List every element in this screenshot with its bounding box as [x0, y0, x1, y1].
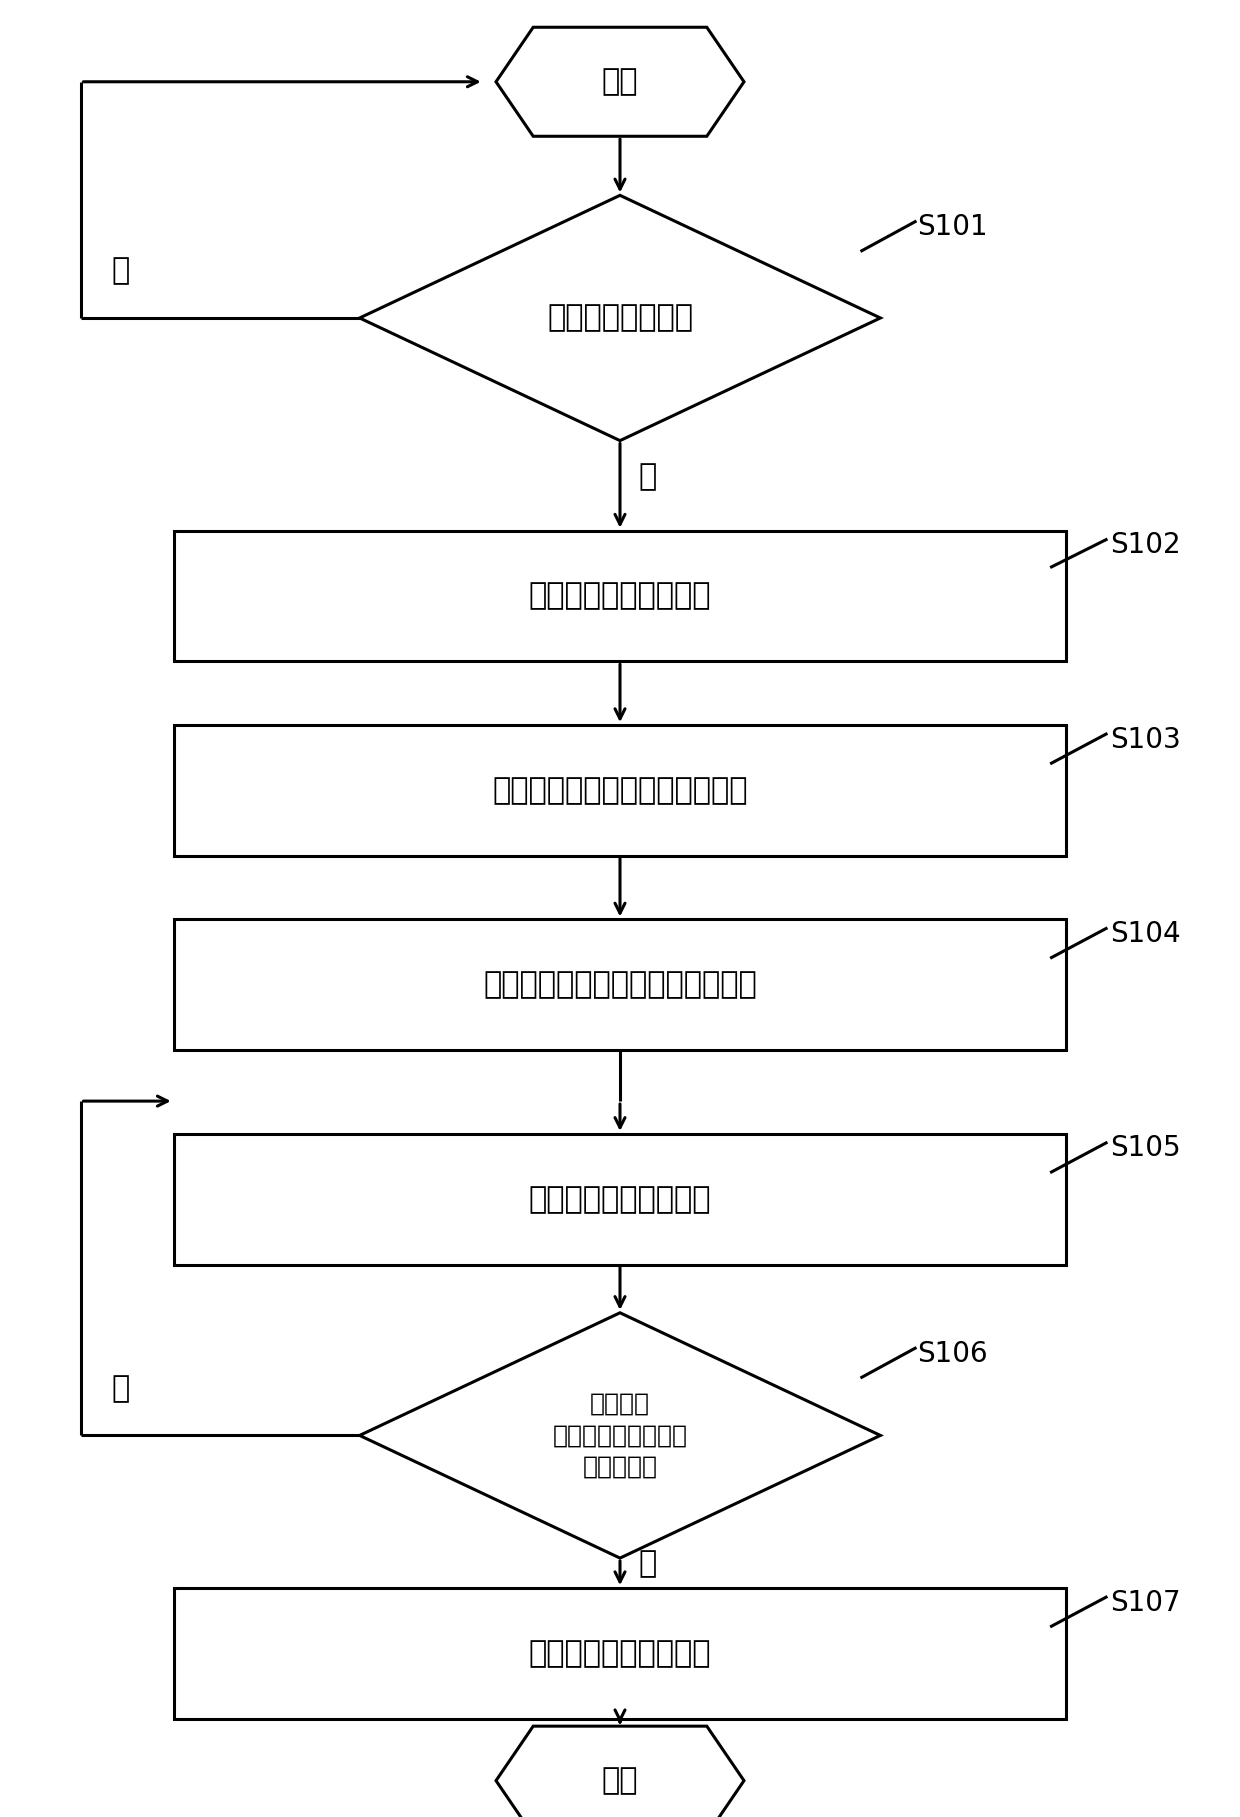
Text: 是: 是: [639, 462, 657, 491]
Text: 否: 否: [112, 256, 130, 285]
Text: S106: S106: [918, 1339, 988, 1368]
Text: 计算得到第二计算结果: 计算得到第二计算结果: [528, 1185, 712, 1214]
Text: S102: S102: [1110, 531, 1180, 560]
Text: 计算得到第一计算结果: 计算得到第一计算结果: [528, 581, 712, 611]
Polygon shape: [496, 1726, 744, 1817]
Text: 判断叶片是否结冰: 判断叶片是否结冰: [547, 303, 693, 333]
Polygon shape: [360, 1312, 880, 1557]
Text: S104: S104: [1110, 919, 1180, 948]
Polygon shape: [496, 27, 744, 136]
Text: 控制除冰设备对结冰位置进行除冰: 控制除冰设备对结冰位置进行除冰: [484, 970, 756, 999]
Text: S103: S103: [1110, 725, 1180, 754]
Text: 根据第一计算结果确定结冰位置: 根据第一计算结果确定结冰位置: [492, 776, 748, 805]
Bar: [174, 725, 1066, 856]
Bar: [174, 919, 1066, 1050]
Text: 判断第二
计算结果是否满足第
一预设条件: 判断第二 计算结果是否满足第 一预设条件: [553, 1392, 687, 1479]
Text: S105: S105: [1110, 1134, 1180, 1163]
Text: 控制除冰设备停止除冰: 控制除冰设备停止除冰: [528, 1639, 712, 1668]
Text: 开始: 开始: [601, 67, 639, 96]
Text: S107: S107: [1110, 1588, 1180, 1617]
Text: 结束: 结束: [601, 1766, 639, 1795]
Polygon shape: [360, 194, 880, 442]
Bar: [174, 1134, 1066, 1265]
Bar: [174, 1588, 1066, 1719]
Text: 是: 是: [639, 1550, 657, 1579]
Text: 否: 否: [112, 1374, 130, 1403]
Text: S101: S101: [918, 213, 988, 242]
Bar: [174, 531, 1066, 661]
